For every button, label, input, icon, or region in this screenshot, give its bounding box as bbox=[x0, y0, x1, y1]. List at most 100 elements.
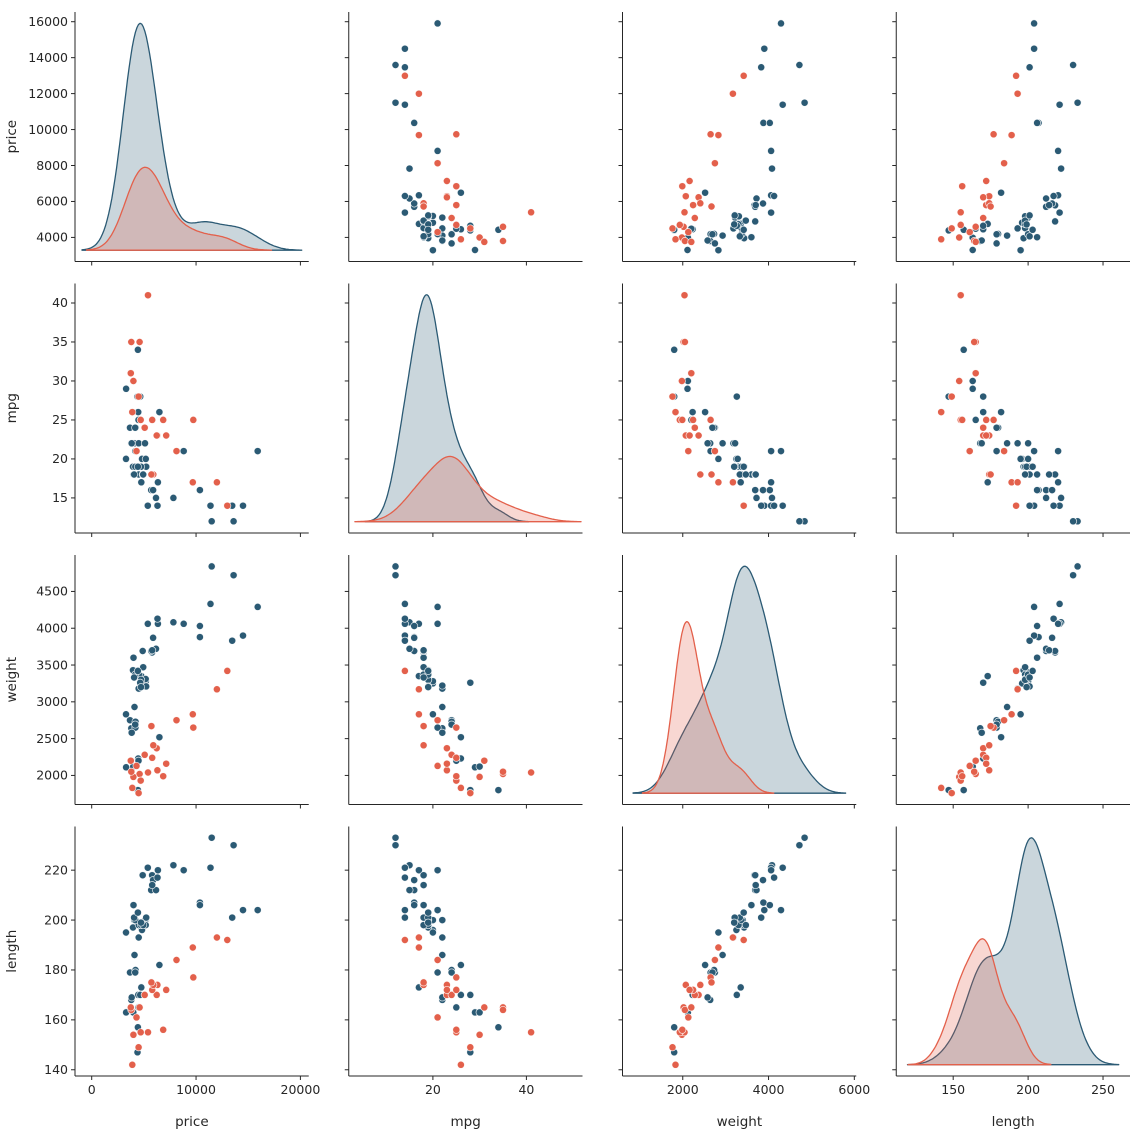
y-tick-label: 16000 bbox=[28, 14, 68, 29]
scatter-point bbox=[982, 431, 991, 440]
scatter-point bbox=[466, 678, 475, 687]
scatter-point bbox=[414, 89, 423, 98]
scatter-point bbox=[391, 833, 400, 842]
scatter-point bbox=[800, 833, 809, 842]
scatter-point bbox=[1016, 454, 1025, 463]
scatter-point bbox=[188, 710, 197, 719]
scatter-point bbox=[1003, 439, 1012, 448]
scatter-point bbox=[127, 439, 136, 448]
scatter-point bbox=[223, 501, 232, 510]
y-tick-label: 200 bbox=[44, 912, 68, 927]
scatter-point bbox=[442, 985, 451, 994]
scatter-point bbox=[687, 369, 696, 378]
scatter-point bbox=[992, 447, 1001, 456]
scatter-point bbox=[1073, 98, 1082, 107]
scatter-point bbox=[130, 470, 139, 479]
scatter-point bbox=[997, 408, 1006, 417]
scatter-point bbox=[133, 908, 142, 917]
scatter-point bbox=[149, 633, 158, 642]
scatter-series-foreign bbox=[668, 933, 748, 1069]
scatter-point bbox=[714, 943, 723, 952]
scatter-point bbox=[414, 685, 423, 694]
scatter-point bbox=[1033, 118, 1042, 127]
scatter-series-foreign bbox=[400, 933, 536, 1069]
scatter-point bbox=[751, 201, 760, 210]
scatter-point bbox=[736, 478, 745, 487]
scatter-point bbox=[970, 338, 979, 346]
scatter-point bbox=[684, 1013, 693, 1022]
scatter-point bbox=[134, 1043, 143, 1052]
scatter-point bbox=[144, 768, 152, 777]
scatter-point bbox=[751, 881, 760, 890]
scatter-point bbox=[947, 392, 956, 401]
scatter-series-domestic bbox=[670, 345, 809, 526]
scatter-series-foreign bbox=[400, 666, 536, 798]
scatter-point bbox=[132, 761, 141, 770]
scatter-point bbox=[169, 618, 178, 627]
scatter-point bbox=[229, 571, 238, 580]
scatter-point bbox=[1073, 562, 1082, 571]
scatter-point bbox=[433, 761, 442, 770]
scatter-point bbox=[129, 1030, 138, 1039]
scatter-point bbox=[410, 199, 419, 208]
scatter-point bbox=[131, 423, 140, 432]
scatter-point bbox=[768, 493, 776, 502]
scatter-series-domestic bbox=[391, 833, 503, 1057]
scatter-point bbox=[759, 199, 767, 208]
scatter-point bbox=[438, 933, 447, 942]
scatter-point bbox=[229, 517, 238, 526]
scatter-point bbox=[400, 71, 409, 80]
scatter-point bbox=[683, 384, 692, 393]
scatter-point bbox=[466, 224, 475, 233]
scatter-point bbox=[1033, 622, 1042, 630]
scatter-point bbox=[965, 447, 974, 456]
scatter-point bbox=[162, 431, 171, 440]
scatter-point bbox=[675, 220, 684, 229]
scatter-point bbox=[159, 772, 168, 781]
x-tick-label: 6000 bbox=[838, 1082, 870, 1097]
scatter-point bbox=[135, 338, 144, 346]
scatter-point bbox=[494, 786, 503, 795]
scatter-point bbox=[188, 943, 197, 952]
scatter-point bbox=[671, 408, 680, 417]
scatter-point bbox=[684, 447, 693, 456]
scatter-point bbox=[131, 720, 140, 729]
scatter-series-foreign bbox=[126, 666, 232, 798]
scatter-point bbox=[1003, 231, 1012, 240]
scatter-point bbox=[410, 876, 419, 885]
scatter-point bbox=[438, 681, 447, 690]
scatter-point bbox=[690, 423, 699, 432]
scatter-point bbox=[678, 415, 687, 424]
scatter-point bbox=[452, 1003, 461, 1012]
scatter-point bbox=[128, 1060, 137, 1069]
scatter-point bbox=[678, 182, 687, 191]
scatter-point bbox=[979, 193, 988, 202]
scatter-point bbox=[130, 951, 139, 959]
cell-length-vs-weight: 2000 4000 6000 weight bbox=[618, 826, 870, 1130]
scatter-point bbox=[1012, 666, 1021, 675]
scatter-point bbox=[148, 881, 157, 890]
scatter-point bbox=[419, 881, 428, 890]
scatter-point bbox=[1013, 478, 1022, 487]
x-axis-label-mpg: mpg bbox=[450, 1114, 480, 1130]
scatter-point bbox=[701, 961, 710, 969]
scatter-point bbox=[195, 622, 204, 630]
scatter-point bbox=[1030, 44, 1039, 53]
scatter-point bbox=[732, 392, 741, 401]
scatter-point bbox=[126, 1003, 135, 1012]
scatter-point bbox=[152, 431, 161, 440]
scatter-point bbox=[127, 993, 136, 1002]
scatter-point bbox=[442, 759, 451, 768]
scatter-point bbox=[400, 100, 409, 109]
scatter-point bbox=[751, 217, 760, 226]
scatter-point bbox=[1013, 224, 1022, 233]
cell-mpg-vs-weight bbox=[618, 283, 857, 537]
scatter-point bbox=[696, 980, 705, 989]
scatter-point bbox=[778, 100, 787, 109]
y-tick-label: 10000 bbox=[28, 122, 68, 137]
scatter-point bbox=[670, 345, 679, 354]
scatter-point bbox=[452, 723, 461, 732]
scatter-point bbox=[1024, 454, 1033, 463]
scatter-point bbox=[452, 772, 461, 781]
